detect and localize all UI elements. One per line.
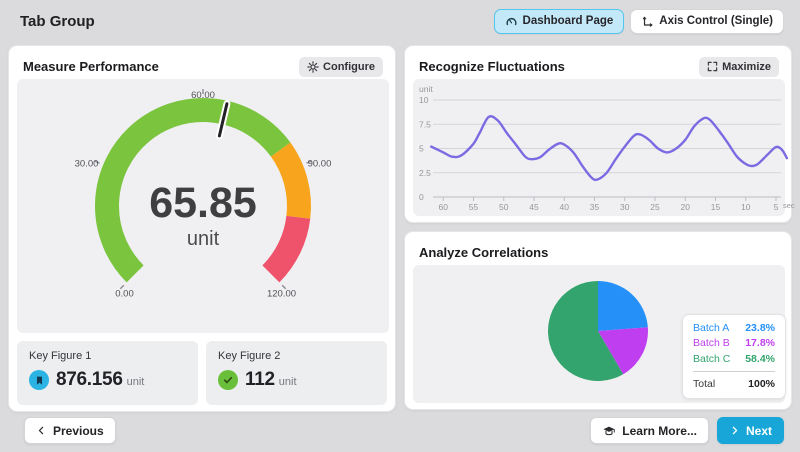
measure-performance-panel: Measure Performance Configure 0.00 30.00 6…	[8, 45, 396, 412]
footer-right-buttons: Learn More... Next	[590, 417, 784, 444]
maximize-button[interactable]: Maximize	[699, 56, 779, 77]
svg-text:sec: sec	[783, 201, 795, 210]
pie-chart	[548, 281, 649, 381]
maximize-label: Maximize	[722, 60, 771, 73]
svg-text:2.5: 2.5	[419, 168, 431, 178]
previous-label: Previous	[53, 423, 104, 438]
key-figure-2-tile: Key Figure 2 112 unit	[206, 341, 387, 405]
legend-label: Batch C	[693, 352, 731, 365]
dashboard-page-button[interactable]: Dashboard Page	[493, 8, 625, 34]
legend-value: 58.4%	[745, 352, 775, 365]
bookmark-icon	[29, 370, 49, 390]
svg-text:5: 5	[419, 144, 424, 154]
key-figure-1-tile: Key Figure 1 876.156 unit	[17, 341, 198, 405]
next-label: Next	[745, 423, 772, 438]
key-figure-1-label: Key Figure 1	[29, 350, 92, 362]
page-title: Tab Group	[20, 12, 95, 30]
svg-text:5: 5	[774, 202, 779, 212]
measure-panel-header: Measure Performance Configure	[17, 54, 387, 79]
svg-text:35: 35	[590, 202, 600, 212]
chevron-left-icon	[36, 425, 47, 436]
dashboard-page-label: Dashboard Page	[522, 15, 614, 27]
svg-text:30.00: 30.00	[75, 159, 99, 170]
axis-control-label: Axis Control (Single)	[659, 15, 773, 27]
svg-text:60: 60	[439, 202, 449, 212]
legend-row-batch-b: Batch B 17.8%	[693, 336, 775, 352]
svg-text:55: 55	[469, 202, 479, 212]
svg-text:unit: unit	[419, 84, 433, 94]
svg-text:0: 0	[419, 192, 424, 202]
key-figure-1-unit: unit	[126, 376, 145, 388]
svg-text:unit: unit	[187, 228, 220, 250]
correlations-panel-title: Analyze Correlations	[419, 245, 549, 260]
learn-more-label: Learn More...	[622, 423, 697, 438]
next-button[interactable]: Next	[716, 417, 784, 444]
svg-text:25: 25	[650, 202, 660, 212]
legend-total-row: Total 100%	[693, 376, 775, 392]
legend-total-value: 100%	[748, 378, 775, 390]
legend-row-batch-c: Batch C 58.4%	[693, 352, 775, 368]
svg-text:20: 20	[681, 202, 691, 212]
legend-value: 17.8%	[745, 337, 775, 349]
svg-text:45: 45	[529, 202, 539, 212]
svg-text:10: 10	[419, 95, 429, 105]
learn-more-button[interactable]: Learn More...	[590, 417, 709, 444]
key-figure-1-value: 876.156	[56, 369, 123, 390]
svg-text:10: 10	[741, 202, 751, 212]
svg-text:65.85: 65.85	[149, 179, 257, 227]
fluctuations-panel-title: Recognize Fluctuations	[419, 59, 565, 74]
legend-label: Batch B	[693, 337, 730, 349]
pie-legend: Batch A 23.8% Batch B 17.8% Batch C 58.4…	[682, 313, 786, 399]
top-bar: Tab Group Dashboard Page Axis Control (S…	[0, 0, 800, 42]
key-figures-row: Key Figure 1 876.156 unit Key Figure 2 1…	[17, 341, 387, 405]
svg-text:90.00: 90.00	[308, 159, 332, 170]
svg-text:40: 40	[560, 202, 570, 212]
key-figure-2-value: 112	[245, 369, 275, 390]
configure-button[interactable]: Configure	[299, 56, 383, 77]
previous-button[interactable]: Previous	[24, 417, 116, 444]
svg-text:7.5: 7.5	[419, 119, 431, 129]
key-figure-2-label: Key Figure 2	[218, 350, 281, 362]
maximize-icon	[707, 61, 718, 72]
axis-icon	[641, 15, 654, 28]
svg-text:120.00: 120.00	[267, 289, 296, 300]
axis-control-button[interactable]: Axis Control (Single)	[630, 8, 784, 34]
recognize-fluctuations-panel: Recognize Fluctuations Maximize 0 2.5 5 7.5…	[404, 45, 795, 223]
top-bar-buttons: Dashboard Page Axis Control (Single)	[493, 8, 784, 34]
svg-text:30: 30	[620, 202, 630, 212]
svg-text:50: 50	[499, 202, 509, 212]
legend-label: Batch A	[693, 321, 730, 334]
check-icon	[218, 370, 238, 390]
line-chart-tile: 0 2.5 5 7.5 10 unit 60 55 50 45 40 35 30 25 20 15 10 5 sec	[413, 79, 795, 216]
key-figure-2-unit: unit	[278, 376, 297, 388]
gauge-chart-tile: 0.00 30.00 60.00 90.00 120.00 65.85 unit	[17, 79, 389, 333]
measure-panel-title: Measure Performance	[23, 59, 159, 74]
chevron-right-icon	[729, 425, 740, 436]
legend-divider	[693, 371, 775, 372]
legend-row-batch-a: Batch A 23.8%	[693, 321, 775, 337]
svg-text:60.00: 60.00	[191, 90, 215, 101]
svg-text:0.00: 0.00	[115, 289, 134, 300]
configure-label: Configure	[323, 60, 375, 73]
legend-total-label: Total	[693, 378, 716, 390]
gauge-icon	[505, 15, 518, 28]
svg-text:15: 15	[711, 202, 721, 212]
analyze-correlations-panel: Analyze Correlations Batch A 23.8% Batch…	[404, 231, 792, 410]
fluctuations-panel-header: Recognize Fluctuations Maximize	[413, 54, 783, 79]
gear-icon	[307, 60, 319, 73]
graduation-cap-icon	[602, 424, 616, 438]
legend-value: 23.8%	[745, 321, 775, 334]
correlations-panel-header: Analyze Correlations	[413, 240, 783, 265]
